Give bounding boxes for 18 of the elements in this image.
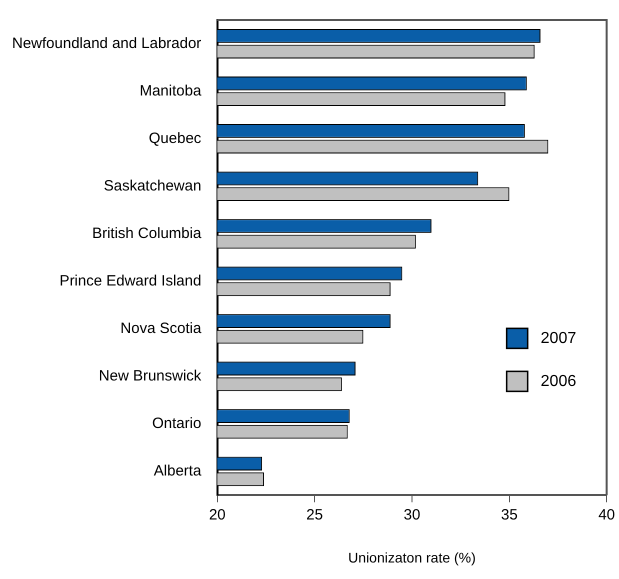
legend-label: 2006: [540, 372, 576, 390]
y-tick-label: Saskatchewan: [104, 177, 202, 194]
x-tick-label: 25: [306, 506, 323, 524]
legend-label: 2007: [540, 330, 576, 347]
y-tick-label: Quebec: [148, 130, 202, 147]
y-tick-label: Alberta: [154, 462, 202, 480]
x-tick-label: 35: [500, 506, 518, 524]
y-tick-label: Prince Edward Island: [60, 272, 202, 290]
y-tick-label: Nova Scotia: [120, 320, 202, 338]
y-tick-label: Manitoba: [140, 82, 202, 100]
x-tick-label: 30: [404, 506, 420, 524]
y-tick-label: New Brunswick: [98, 368, 202, 385]
x-tick-label: 20: [208, 506, 226, 524]
y-tick-label: British Columbia: [92, 224, 202, 242]
y-tick-label: Newfoundland and Labrador: [12, 34, 202, 52]
y-tick-label: Ontario: [152, 415, 202, 432]
x-tick-label: 40: [598, 506, 615, 524]
x-axis-title: Unionizaton rate (%): [348, 549, 476, 566]
